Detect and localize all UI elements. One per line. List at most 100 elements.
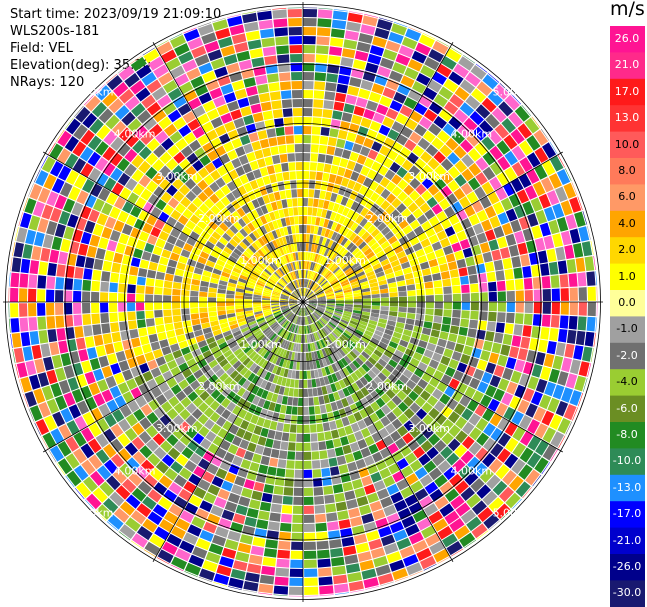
radar-bin: [375, 459, 387, 471]
colorbar-swatch: [610, 184, 645, 212]
radar-bin: [378, 318, 388, 324]
radar-bin: [370, 203, 380, 214]
radar-bin: [394, 326, 404, 334]
radar-bin: [428, 510, 443, 524]
radar-bin: [292, 333, 297, 343]
radar-bin: [396, 134, 408, 146]
radar-bin: [214, 66, 228, 78]
radar-bin: [76, 337, 86, 350]
radar-bin: [441, 324, 451, 333]
radar-bin: [309, 162, 318, 171]
radar-bin: [281, 377, 287, 387]
radar-bin: [375, 386, 385, 397]
radar-bin: [56, 264, 66, 277]
radar-bin: [304, 532, 316, 541]
radar-bin: [60, 352, 72, 367]
radar-bin: [333, 254, 340, 263]
radar-bin: [316, 423, 324, 433]
radar-bin: [158, 382, 170, 393]
radar-bin: [309, 361, 314, 370]
radar-bin: [172, 282, 182, 290]
radar-bin: [209, 282, 218, 289]
radar-bin: [571, 182, 578, 196]
radar-bin: [133, 248, 143, 259]
radar-bin: [159, 178, 171, 191]
radar-bin: [161, 401, 173, 413]
radar-bin: [250, 272, 259, 279]
radar-bin: [306, 234, 310, 243]
radar-bin: [319, 594, 334, 597]
radar-bin: [358, 256, 368, 265]
radar-bin: [283, 368, 289, 378]
radar-bin: [291, 293, 299, 299]
radar-bin: [227, 316, 237, 322]
radar-bin: [307, 280, 312, 288]
radar-bin: [501, 222, 513, 236]
radar-bin: [444, 101, 459, 115]
radar-bin: [337, 235, 345, 244]
radar-bin: [154, 526, 170, 541]
radar-bin: [16, 227, 28, 243]
radar-bin: [37, 289, 46, 302]
radar-bin: [499, 486, 515, 502]
radar-bin: [416, 289, 425, 296]
radar-bin: [382, 49, 398, 61]
radar-bin: [255, 265, 264, 272]
radar-bin: [235, 447, 246, 458]
radar-bin: [304, 586, 319, 595]
radar-bin: [586, 271, 596, 286]
radar-bin: [318, 255, 324, 264]
radar-bin: [219, 556, 234, 568]
radar-bin: [317, 306, 325, 311]
radar-bin: [256, 317, 265, 323]
colorbar: [610, 26, 645, 607]
radar-bin: [342, 48, 356, 59]
radar-bin: [539, 222, 551, 237]
radar-bin: [304, 541, 316, 550]
radar-bin: [338, 408, 347, 418]
radar-bin: [102, 162, 116, 177]
radar-bin: [332, 110, 343, 120]
radar-bin: [155, 130, 169, 144]
radar-bin: [438, 198, 451, 210]
radar-bin: [152, 172, 165, 185]
radar-bin: [593, 332, 596, 347]
radar-bin: [135, 197, 147, 209]
radar-bin: [180, 346, 191, 356]
radar-bin: [67, 214, 79, 228]
radar-bin: [308, 298, 317, 301]
radar-bin: [354, 225, 363, 235]
radar-bin: [189, 363, 200, 374]
radar-bin: [277, 459, 287, 469]
radar-bin: [363, 373, 373, 383]
radar-bin: [234, 42, 249, 53]
radar-bin: [467, 399, 479, 412]
radar-bin: [349, 151, 359, 162]
radar-bin: [257, 262, 265, 270]
radar-bin: [389, 311, 398, 317]
radar-bin: [80, 162, 94, 178]
radar-bin: [308, 299, 317, 301]
radar-bin: [288, 442, 296, 451]
radar-bin: [271, 412, 280, 422]
colorbar-tick-label: -6.0: [616, 401, 638, 415]
radar-bin: [139, 259, 150, 269]
radar-bin: [377, 372, 387, 382]
radar-bin: [245, 123, 257, 134]
radar-bin: [226, 401, 236, 412]
radar-bin: [285, 360, 291, 369]
radar-bin: [511, 458, 526, 475]
radar-bin: [60, 238, 71, 253]
radar-bin: [110, 272, 120, 283]
range-label: 2.00km: [366, 380, 408, 393]
radar-bin: [249, 322, 258, 329]
radar-bin: [265, 266, 274, 274]
radar-bin: [206, 129, 218, 141]
radar-bin: [389, 302, 398, 307]
radar-bin: [307, 216, 312, 225]
radar-bin: [399, 146, 412, 159]
radar-bin: [208, 341, 218, 350]
radar-bin: [438, 86, 454, 100]
radar-bin: [396, 458, 409, 470]
radar-bin: [394, 349, 404, 359]
